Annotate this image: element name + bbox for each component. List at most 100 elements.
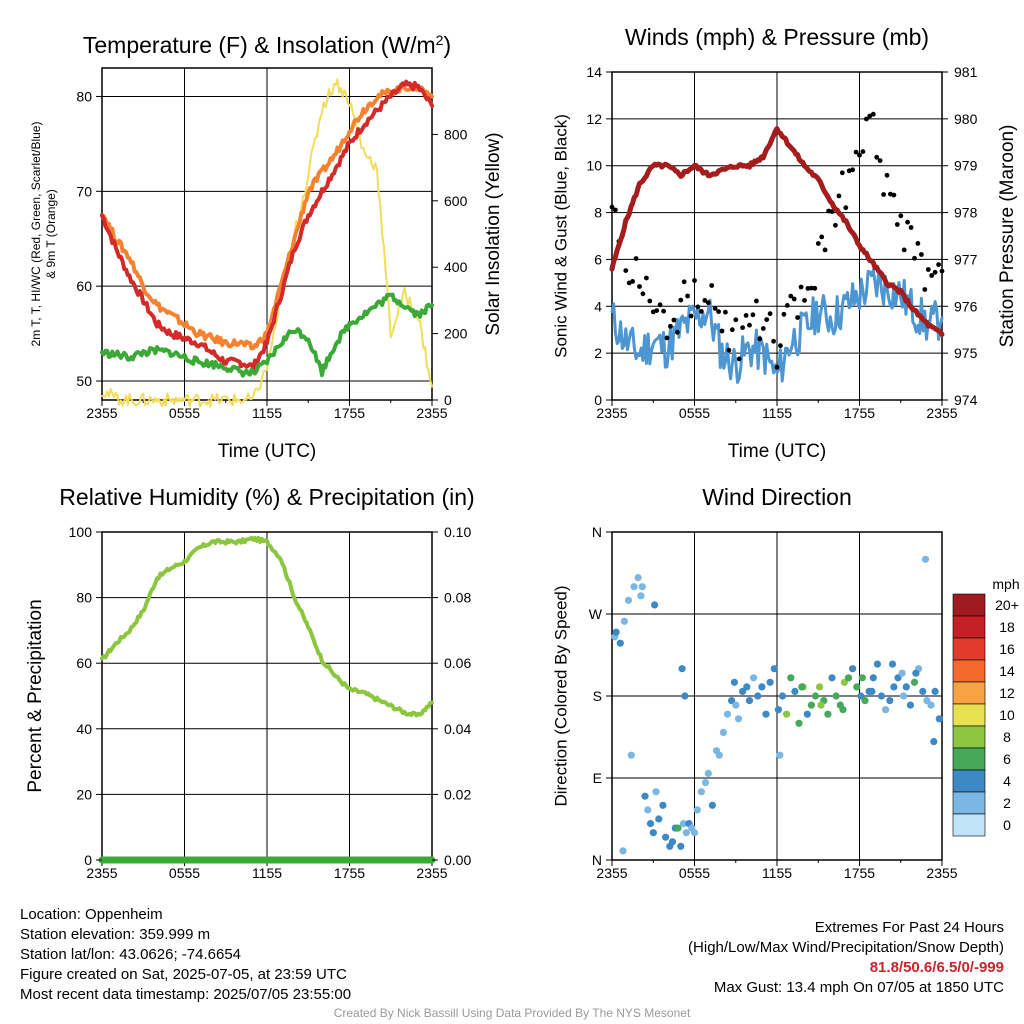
- gust-point: [678, 297, 684, 303]
- pressure-maroon-line: [609, 126, 945, 337]
- rh-chart-x-tick-label: 0555: [169, 865, 200, 881]
- direction-point: [637, 592, 645, 600]
- temp-chart-y-tick-label: 70: [76, 183, 92, 199]
- gust-point: [771, 338, 776, 344]
- temp-chart-x-tick-label: 1755: [334, 405, 365, 421]
- gust-point: [736, 356, 742, 362]
- temp-green-line: [100, 292, 434, 378]
- direction-point: [798, 683, 806, 691]
- wind-chart-title: Winds (mph) & Pressure (mb): [625, 24, 929, 50]
- gust-point: [833, 222, 838, 228]
- direction-point: [715, 751, 723, 759]
- direction-point: [616, 639, 624, 647]
- gust-point: [743, 313, 749, 318]
- credit-line: Created By Nick Bassill Using Data Provi…: [333, 1006, 691, 1020]
- direction-point: [930, 738, 938, 746]
- temp-chart-y2-tick-label: 200: [444, 326, 468, 342]
- gust-point: [637, 284, 642, 289]
- rh-chart-title: Relative Humidity (%) & Precipitation (i…: [59, 484, 474, 510]
- gust-point: [747, 322, 752, 328]
- direction-point: [754, 692, 762, 700]
- gust-point: [884, 172, 890, 178]
- direction-point: [935, 715, 943, 723]
- direction-point: [868, 687, 876, 696]
- speed-legend-label: 18: [999, 619, 1015, 635]
- gust-point: [836, 193, 842, 199]
- direction-point: [894, 674, 902, 682]
- rh-chart-x-tick-label: 1755: [334, 865, 365, 881]
- direction-point: [853, 683, 861, 691]
- direction-point: [730, 678, 739, 686]
- direction-point: [869, 674, 877, 682]
- direction-point: [619, 847, 627, 855]
- temp-chart-y-label-2: & 9m T (Orange): [44, 189, 58, 279]
- direction-point: [668, 838, 677, 846]
- speed-legend-swatch: [952, 681, 986, 705]
- dir-chart-y-tick-label: S: [593, 688, 602, 704]
- dir-chart-y-label: Direction (Colored By Speed): [551, 585, 570, 806]
- temp-chart-y-tick-label: 50: [76, 373, 92, 389]
- direction-point: [921, 555, 930, 563]
- temp-chart-x-label: Time (UTC): [218, 441, 317, 462]
- speed-legend-label: 6: [1003, 751, 1011, 767]
- direction-point: [795, 719, 803, 727]
- rh-chart-x-tick-label: 2355: [86, 865, 117, 881]
- gust-point: [919, 252, 924, 257]
- direction-point: [734, 715, 743, 723]
- gust-point: [795, 315, 800, 320]
- rh-green-line: [100, 535, 434, 718]
- gust-point: [908, 225, 914, 230]
- gust-point: [915, 241, 921, 246]
- direction-point: [890, 683, 898, 691]
- temp-chart-title-close: ): [443, 32, 451, 58]
- gust-point: [864, 116, 869, 122]
- temp-chart-y2-label: Solar Insolation (Yellow): [483, 132, 504, 335]
- direction-point: [824, 710, 832, 718]
- gust-point: [692, 278, 697, 283]
- direction-point: [849, 665, 857, 673]
- speed-legend-label: 14: [999, 663, 1015, 679]
- speed-legend-swatch: [952, 637, 986, 661]
- direction-point: [690, 829, 699, 837]
- direction-point: [697, 788, 706, 796]
- direction-point: [899, 692, 908, 700]
- gust-point: [688, 313, 694, 319]
- gust-point: [644, 275, 649, 281]
- gust-point: [733, 317, 739, 323]
- wind-chart-y-tick-label: 14: [586, 64, 602, 80]
- wind-blue-line: [610, 268, 944, 384]
- direction-point: [839, 706, 847, 714]
- wind-chart-y-tick-label: 0: [594, 392, 602, 408]
- direction-point: [641, 792, 649, 800]
- gust-point: [705, 300, 711, 306]
- gust-point: [798, 284, 804, 290]
- gust-point: [874, 154, 880, 160]
- gust-point: [726, 347, 732, 353]
- direction-point: [811, 692, 820, 700]
- direction-point: [778, 692, 787, 700]
- direction-point: [832, 692, 840, 700]
- gust-point: [939, 268, 945, 274]
- direction-point: [817, 701, 825, 709]
- wind-chart-x-tick-label: 1755: [844, 405, 875, 421]
- gust-point: [640, 291, 646, 297]
- gust-point: [812, 285, 818, 291]
- direction-point: [906, 701, 915, 709]
- gust-point: [870, 111, 876, 117]
- wind-chart-y-tick-label: 8: [594, 205, 602, 221]
- gust-point: [774, 364, 780, 370]
- direction-point: [762, 710, 770, 718]
- direction-point: [719, 728, 728, 737]
- wind-chart-y-tick-label: 12: [586, 111, 602, 127]
- speed-legend-title: mph: [992, 576, 1019, 592]
- direction-point: [861, 697, 869, 705]
- gust-point: [857, 152, 862, 158]
- direction-point: [638, 583, 646, 591]
- direction-point: [877, 692, 886, 700]
- gust-point: [860, 149, 866, 155]
- direction-point: [704, 769, 712, 778]
- dir-chart-x-tick-label: 2355: [926, 865, 957, 881]
- wind-chart-y-tick-label: 4: [594, 298, 602, 314]
- direction-point: [646, 820, 655, 828]
- direction-point: [620, 617, 629, 625]
